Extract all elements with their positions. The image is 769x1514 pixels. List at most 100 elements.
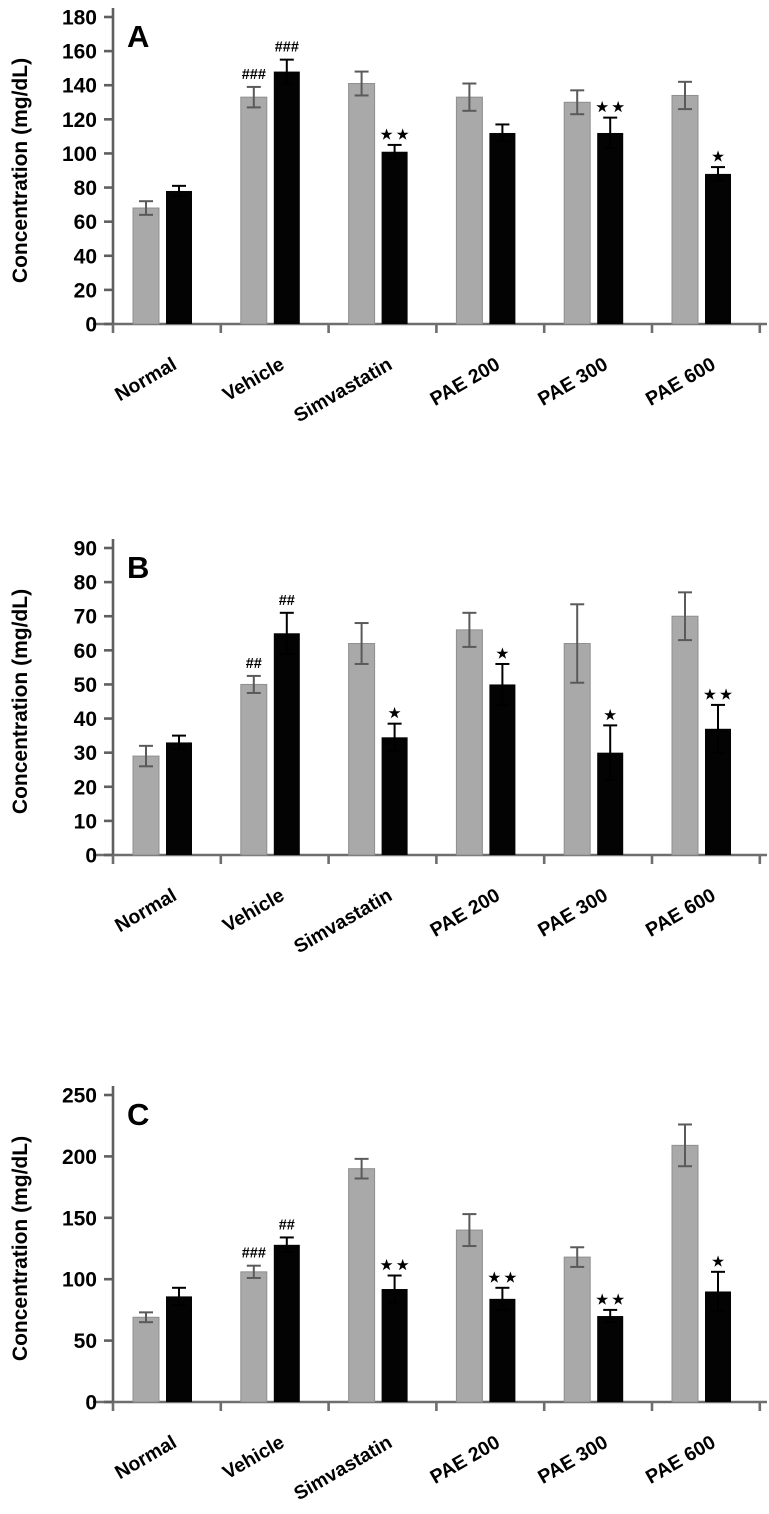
y-tick-label: 0	[85, 845, 97, 868]
category-label-vehicle: Vehicle	[219, 1431, 288, 1484]
category-label-simvastatin: Simvastatin	[290, 353, 396, 427]
y-tick-label: 100	[62, 143, 97, 166]
bar-black-pae-300	[597, 132, 624, 324]
bar-black-pae-200	[489, 1298, 516, 1402]
significance-hash-annotation: ##	[279, 593, 295, 609]
y-axis-title: Concentration (mg/dL)	[9, 1136, 32, 1361]
y-tick-label: 200	[62, 1146, 97, 1169]
y-tick-label: 80	[74, 177, 97, 200]
y-tick-label: 150	[62, 1207, 97, 1230]
panel-letter: A	[127, 19, 149, 54]
y-tick-label: 0	[85, 1392, 97, 1415]
y-tick-label: 10	[74, 810, 97, 833]
category-label-pae-300: PAE 300	[534, 884, 611, 941]
significance-hash-annotation: ###	[242, 67, 266, 83]
bar-black-vehicle	[273, 633, 300, 855]
bar-black-simvastatin	[381, 737, 408, 855]
panel-letter: B	[127, 550, 149, 585]
bar-gray-vehicle	[240, 683, 268, 856]
bar-gray-vehicle	[240, 1271, 268, 1403]
bar-gray-pae-600	[671, 615, 699, 856]
y-tick-label: 30	[74, 742, 97, 765]
significance-hash-annotation: ###	[275, 40, 299, 56]
y-tick-label: 180	[62, 7, 97, 30]
significance-hash-annotation: ##	[279, 1217, 295, 1233]
category-label-normal: Normal	[111, 353, 180, 406]
significance-star-annotation: ★	[712, 1254, 728, 1269]
y-tick-label: 160	[62, 41, 97, 64]
panel-b-chart: 0 10 20 30 40 50 60 70 80 90 Concentration (mg/dL)…	[9, 538, 767, 958]
y-axis-title: Concentration (mg/dL)	[9, 58, 32, 283]
bar-black-pae-200	[489, 684, 516, 855]
bar-gray-pae-200	[455, 629, 483, 856]
bar-gray-normal	[132, 755, 160, 856]
category-label-pae-200: PAE 200	[426, 884, 503, 941]
y-tick-label: 100	[62, 1269, 97, 1292]
significance-star-annotation: ★	[712, 149, 728, 164]
significance-star-annotation: ★★	[488, 1270, 520, 1285]
significance-hash-annotation: ##	[246, 656, 262, 672]
y-tick-label: 120	[62, 109, 97, 132]
y-tick-label: 20	[74, 776, 97, 799]
bar-gray-simvastatin	[348, 643, 376, 856]
bar-gray-pae-600	[671, 94, 699, 325]
category-label-pae-200: PAE 200	[426, 1431, 503, 1488]
bar-black-pae-600	[705, 173, 731, 324]
panel-letter: C	[127, 1097, 149, 1132]
significance-star-annotation: ★★	[596, 1292, 628, 1307]
bar-black-normal	[166, 1296, 192, 1402]
category-label-pae-200: PAE 200	[426, 353, 503, 410]
category-label-simvastatin: Simvastatin	[290, 884, 396, 958]
panel-a-chart: 0 20 40 60 80 100 120 140 160 180 Concentration (m…	[9, 7, 767, 427]
bar-black-pae-300	[597, 1316, 624, 1402]
y-tick-label: 60	[74, 640, 97, 663]
category-label-pae-600: PAE 600	[642, 1431, 719, 1488]
category-label-normal: Normal	[111, 884, 180, 937]
significance-star-annotation: ★★	[380, 1258, 412, 1273]
y-tick-label: 20	[74, 279, 97, 302]
y-tick-label: 140	[62, 75, 97, 98]
bar-gray-pae-300	[563, 1256, 591, 1403]
category-label-simvastatin: Simvastatin	[290, 1431, 396, 1505]
y-tick-label: 60	[74, 211, 97, 234]
y-tick-label: 50	[74, 1330, 97, 1353]
bar-black-simvastatin	[381, 151, 408, 324]
bar-black-normal	[166, 742, 192, 855]
bar-gray-normal	[132, 1316, 160, 1403]
bar-black-normal	[166, 190, 192, 324]
y-tick-label: 70	[74, 606, 97, 629]
category-label-vehicle: Vehicle	[219, 353, 288, 406]
category-label-pae-300: PAE 300	[534, 1431, 611, 1488]
bar-black-vehicle	[273, 1244, 300, 1402]
bar-black-pae-200	[489, 132, 516, 324]
category-label-pae-600: PAE 600	[642, 353, 719, 410]
significance-star-annotation: ★	[604, 707, 620, 722]
bar-gray-pae-600	[671, 1144, 699, 1403]
significance-star-annotation: ★★	[596, 100, 628, 115]
y-tick-label: 90	[74, 538, 97, 561]
category-label-pae-300: PAE 300	[534, 353, 611, 410]
significance-star-annotation: ★★	[380, 127, 412, 142]
y-tick-label: 40	[74, 708, 97, 731]
y-axis-title: Concentration (mg/dL)	[9, 589, 32, 814]
category-label-pae-600: PAE 600	[642, 884, 719, 941]
y-tick-label: 50	[74, 674, 97, 697]
bar-black-vehicle	[273, 71, 300, 324]
significance-star-annotation: ★	[389, 706, 405, 721]
y-tick-label: 40	[74, 245, 97, 268]
bar-gray-pae-200	[455, 96, 483, 325]
significance-hash-annotation: ###	[242, 1246, 266, 1262]
category-label-vehicle: Vehicle	[219, 884, 288, 937]
bar-black-simvastatin	[381, 1289, 408, 1402]
y-tick-label: 0	[85, 314, 97, 337]
significance-star-annotation: ★	[496, 646, 512, 661]
bar-gray-simvastatin	[348, 83, 376, 325]
category-label-normal: Normal	[111, 1431, 180, 1484]
bar-gray-pae-200	[455, 1229, 483, 1403]
bar-gray-pae-300	[563, 101, 591, 325]
significance-star-annotation: ★★	[704, 687, 736, 702]
bar-gray-simvastatin	[348, 1168, 376, 1403]
y-tick-label: 250	[62, 1085, 97, 1108]
